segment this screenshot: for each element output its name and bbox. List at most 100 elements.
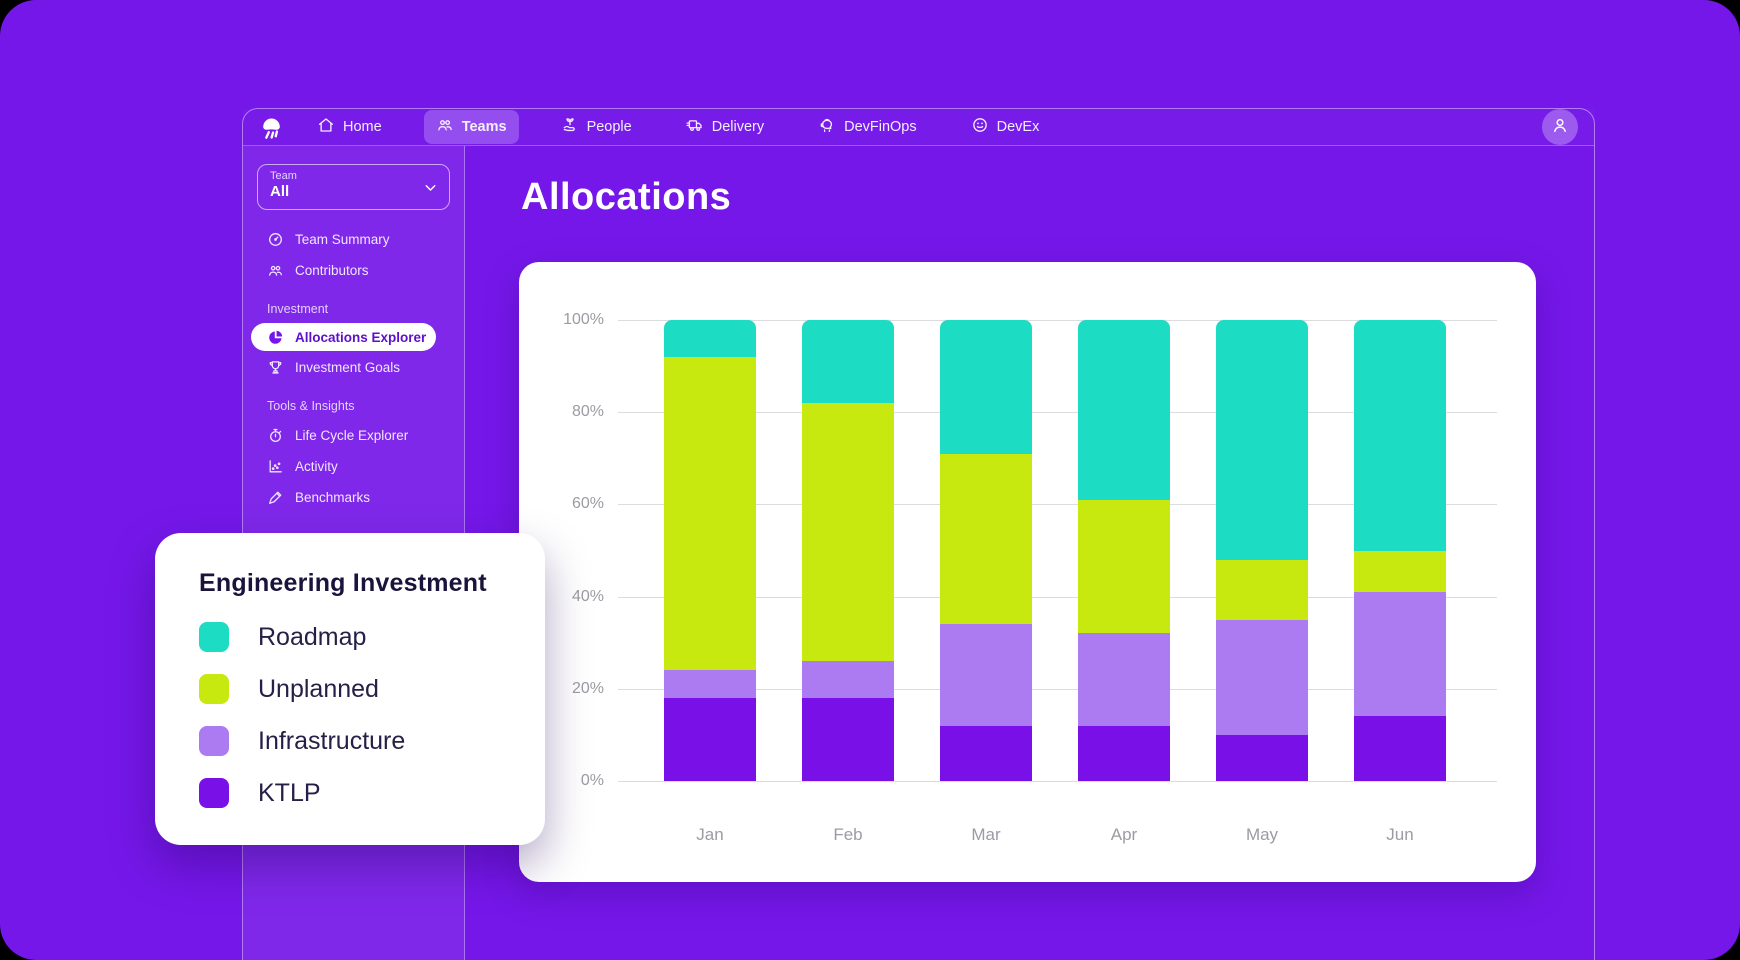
legend-row-ktlp: KTLP bbox=[199, 778, 515, 808]
bar-segment-unplanned-jan[interactable] bbox=[664, 356, 756, 671]
sidebar-item-contributors[interactable]: Contributors bbox=[243, 255, 464, 285]
bar-segment-ktlp-may[interactable] bbox=[1216, 734, 1308, 781]
bar-segment-ktlp-mar[interactable] bbox=[940, 725, 1032, 781]
nav-items: Home Teams People Delivery DevFinOps DevEx bbox=[305, 110, 1081, 144]
bar-segment-unplanned-jun[interactable] bbox=[1354, 550, 1446, 592]
nav-item-label: People bbox=[586, 119, 632, 135]
bar-segment-infrastructure-jan[interactable] bbox=[664, 670, 756, 698]
delivery-icon bbox=[686, 116, 704, 138]
bar-segment-ktlp-apr[interactable] bbox=[1078, 725, 1170, 781]
gauge-icon bbox=[267, 231, 284, 248]
activity-icon bbox=[267, 458, 284, 475]
x-axis-tick-mar: Mar bbox=[971, 825, 1001, 844]
sidebar-item-investment-goals[interactable]: Investment Goals bbox=[243, 352, 464, 382]
bar-segment-unplanned-mar[interactable] bbox=[940, 453, 1032, 625]
bar-segment-ktlp-jan[interactable] bbox=[664, 698, 756, 781]
team-selector-label: Team bbox=[270, 170, 297, 182]
legend-card: Engineering Investment Roadmap Unplanned I… bbox=[155, 533, 545, 845]
stacked-bar-apr[interactable] bbox=[1078, 320, 1170, 781]
bar-segment-ktlp-feb[interactable] bbox=[802, 698, 894, 781]
nav-item-label: DevFinOps bbox=[844, 119, 917, 135]
bar-segment-roadmap-feb[interactable] bbox=[802, 320, 894, 403]
nav-item-label: Delivery bbox=[711, 119, 765, 135]
x-axis-tick-may: May bbox=[1245, 825, 1279, 844]
y-axis-tick: 100% bbox=[563, 311, 604, 328]
gridline-80 bbox=[618, 412, 1497, 414]
x-axis-tick-jan: Jan bbox=[696, 825, 724, 844]
bar-segment-unplanned-feb[interactable] bbox=[802, 402, 894, 662]
sidebar-item-team-summary[interactable]: Team Summary bbox=[243, 224, 464, 254]
stacked-bar-may[interactable] bbox=[1216, 320, 1308, 781]
page-title: Allocations bbox=[521, 176, 732, 218]
nav-item-label: Home bbox=[343, 119, 382, 135]
legend-row-infrastructure: Infrastructure bbox=[199, 726, 515, 756]
nav-item-people[interactable]: People bbox=[549, 110, 644, 144]
legend-rows: Roadmap Unplanned Infrastructure KTLP bbox=[199, 622, 515, 808]
sidebar-section-header: Tools & Insights bbox=[267, 399, 355, 413]
stacked-bar-jun[interactable] bbox=[1354, 320, 1446, 781]
legend-label: Unplanned bbox=[258, 674, 379, 703]
pie-chart-icon bbox=[267, 329, 284, 346]
legend-row-roadmap: Roadmap bbox=[199, 622, 515, 652]
bar-segment-infrastructure-apr[interactable] bbox=[1078, 633, 1170, 726]
sidebar-item-label: Contributors bbox=[295, 262, 369, 278]
sidebar-item-label: Allocations Explorer bbox=[295, 329, 427, 345]
bar-segment-infrastructure-feb[interactable] bbox=[802, 661, 894, 698]
bar-segment-unplanned-may[interactable] bbox=[1216, 559, 1308, 620]
legend-swatch-infrastructure bbox=[199, 726, 229, 756]
bar-segment-infrastructure-jun[interactable] bbox=[1354, 591, 1446, 717]
bar-segment-roadmap-mar[interactable] bbox=[940, 320, 1032, 454]
y-axis-tick: 20% bbox=[571, 679, 604, 697]
sidebar-item-allocations-explorer[interactable]: Allocations Explorer bbox=[251, 323, 436, 351]
bar-segment-infrastructure-mar[interactable] bbox=[940, 624, 1032, 726]
gridline-100 bbox=[618, 320, 1497, 321]
top-navbar: Home Teams People Delivery DevFinOps DevEx bbox=[243, 109, 1594, 146]
nav-item-label: Teams bbox=[461, 119, 507, 135]
legend-label: KTLP bbox=[258, 778, 321, 807]
stacked-bar-jan[interactable] bbox=[664, 320, 756, 781]
nav-item-devex[interactable]: DevEx bbox=[959, 110, 1052, 144]
team-selector-value: All bbox=[270, 183, 290, 200]
home-icon bbox=[317, 116, 335, 138]
stacked-bar-feb[interactable] bbox=[802, 320, 894, 781]
sidebar-section-header: Investment bbox=[267, 302, 329, 316]
y-axis-tick: 80% bbox=[571, 403, 604, 421]
sidebar-item-activity[interactable]: Activity bbox=[243, 451, 464, 481]
bar-segment-roadmap-apr[interactable] bbox=[1078, 320, 1170, 500]
jellyfish-logo-icon bbox=[258, 114, 285, 141]
gridline-0 bbox=[618, 781, 1497, 782]
nav-item-delivery[interactable]: Delivery bbox=[674, 110, 776, 144]
y-axis-tick: 0% bbox=[580, 772, 604, 789]
nav-item-devfinops[interactable]: DevFinOps bbox=[806, 110, 929, 144]
bar-segment-roadmap-jan[interactable] bbox=[664, 320, 756, 357]
x-axis-tick-apr: Apr bbox=[1110, 825, 1138, 844]
legend-swatch-unplanned bbox=[199, 674, 229, 704]
stacked-bar-mar[interactable] bbox=[940, 320, 1032, 781]
sidebar-item-label: Team Summary bbox=[295, 231, 390, 247]
devex-icon bbox=[971, 116, 989, 138]
bar-segment-roadmap-jun[interactable] bbox=[1354, 320, 1446, 551]
avatar-button[interactable] bbox=[1542, 109, 1578, 145]
people-icon bbox=[561, 116, 579, 138]
sidebar-item-benchmarks[interactable]: Benchmarks bbox=[243, 482, 464, 512]
team-selector[interactable]: Team All bbox=[257, 164, 450, 210]
gridline-60 bbox=[618, 504, 1497, 506]
legend-swatch-roadmap bbox=[199, 622, 229, 652]
y-axis-tick: 40% bbox=[571, 587, 604, 605]
sidebar-item-life-cycle-explorer[interactable]: Life Cycle Explorer bbox=[243, 420, 464, 450]
bar-segment-unplanned-apr[interactable] bbox=[1078, 499, 1170, 634]
x-axis-tick-jun: Jun bbox=[1386, 825, 1414, 844]
x-axis-tick-feb: Feb bbox=[833, 825, 863, 844]
gridline-20 bbox=[618, 688, 1497, 690]
benchmark-icon bbox=[267, 489, 284, 506]
nav-item-teams[interactable]: Teams bbox=[423, 110, 519, 144]
nav-item-home[interactable]: Home bbox=[305, 110, 394, 144]
bar-segment-ktlp-jun[interactable] bbox=[1354, 716, 1446, 781]
bar-segment-roadmap-may[interactable] bbox=[1216, 320, 1308, 560]
stopwatch-icon bbox=[267, 427, 284, 444]
legend-swatch-ktlp bbox=[199, 778, 229, 808]
contributors-icon bbox=[267, 262, 284, 279]
bar-segment-infrastructure-may[interactable] bbox=[1216, 619, 1308, 735]
allocations-chart-card: 0% 20% 40% 60% 80% 100% Jan Feb Mar Apr May Jun bbox=[519, 262, 1536, 882]
